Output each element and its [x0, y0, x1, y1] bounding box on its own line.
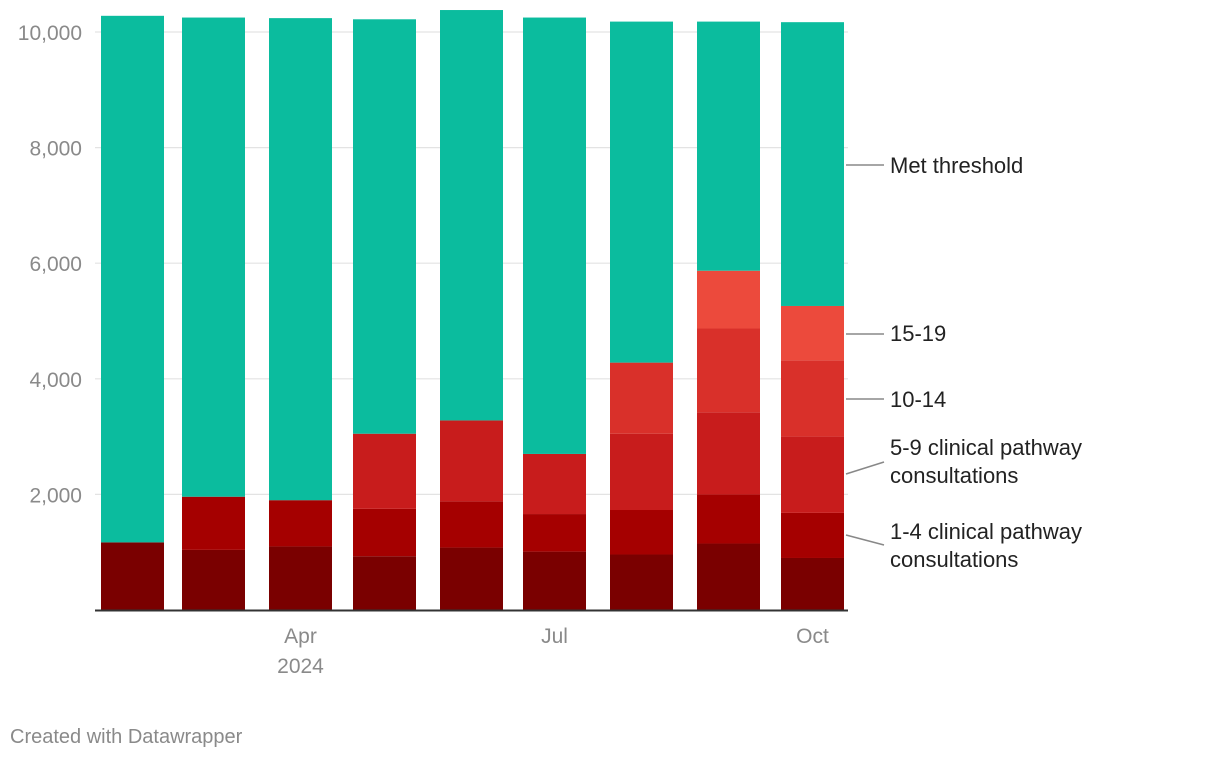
- bar-segment: [697, 412, 760, 495]
- legend-connector: [845, 461, 885, 475]
- y-tick-label: 6,000: [29, 253, 82, 276]
- bar-segment: [182, 17, 245, 497]
- datawrapper-credit: Created with Datawrapper: [10, 726, 243, 748]
- bar-segment: [610, 433, 673, 511]
- y-tick-label: 8,000: [29, 138, 82, 161]
- bar-segment: [610, 21, 673, 363]
- bar-segment: [101, 15, 164, 543]
- legend-label: 15-19: [890, 321, 946, 346]
- x-tick-label: Oct: [796, 625, 829, 648]
- bar-segment: [440, 10, 503, 421]
- bar-segment: [269, 18, 332, 501]
- legend-label: 5-9 clinical pathway: [890, 435, 1082, 460]
- x-tick-label: Jul: [541, 625, 568, 648]
- bar-segment: [269, 546, 332, 610]
- bars: [101, 10, 844, 610]
- legend-label: Met threshold: [890, 153, 1023, 178]
- legend: Met threshold 15-19 10-14 5-9 clinical path…: [845, 153, 1082, 572]
- bar-segment: [781, 512, 844, 558]
- bar-segment: [182, 496, 245, 550]
- bar-segment: [781, 360, 844, 437]
- bar-segment: [523, 551, 586, 610]
- bar-segment: [610, 510, 673, 555]
- bar-segment: [101, 542, 164, 610]
- bar-segment: [781, 436, 844, 513]
- bar-segment: [697, 543, 760, 610]
- x-tick-label: Apr: [284, 625, 317, 648]
- bar-segment: [269, 500, 332, 547]
- legend-connector: [845, 534, 885, 546]
- x-axis-tick-labels: Apr 2024 Jul Oct: [277, 625, 829, 678]
- bar-segment: [523, 17, 586, 454]
- bar-segment: [440, 501, 503, 548]
- bar-segment: [697, 328, 760, 413]
- bar-segment: [781, 22, 844, 306]
- y-tick-label: 2,000: [29, 484, 82, 507]
- y-tick-label: 10,000: [18, 22, 82, 45]
- bar-segment: [440, 547, 503, 610]
- x-tick-label: 2024: [277, 655, 324, 678]
- bar-segment: [523, 453, 586, 515]
- y-axis-tick-labels: 2,000 4,000 6,000 8,000 10,000: [18, 22, 82, 507]
- bar-segment: [523, 514, 586, 552]
- bar-segment: [781, 305, 844, 361]
- bar-segment: [353, 508, 416, 557]
- bar-segment: [353, 556, 416, 610]
- bar-segment: [353, 19, 416, 434]
- bar-segment: [353, 433, 416, 509]
- bar-segment: [182, 549, 245, 610]
- bar-segment: [697, 494, 760, 544]
- bar-segment: [440, 420, 503, 502]
- bar-segment: [697, 21, 760, 271]
- y-tick-label: 4,000: [29, 369, 82, 392]
- bar-segment: [610, 554, 673, 610]
- bar-segment: [610, 362, 673, 434]
- bar-segment: [697, 270, 760, 329]
- legend-label: 1-4 clinical pathway: [890, 519, 1082, 544]
- legend-label: consultations: [890, 547, 1018, 572]
- legend-label: 10-14: [890, 387, 946, 412]
- legend-label: consultations: [890, 463, 1018, 488]
- bar-segment: [781, 557, 844, 610]
